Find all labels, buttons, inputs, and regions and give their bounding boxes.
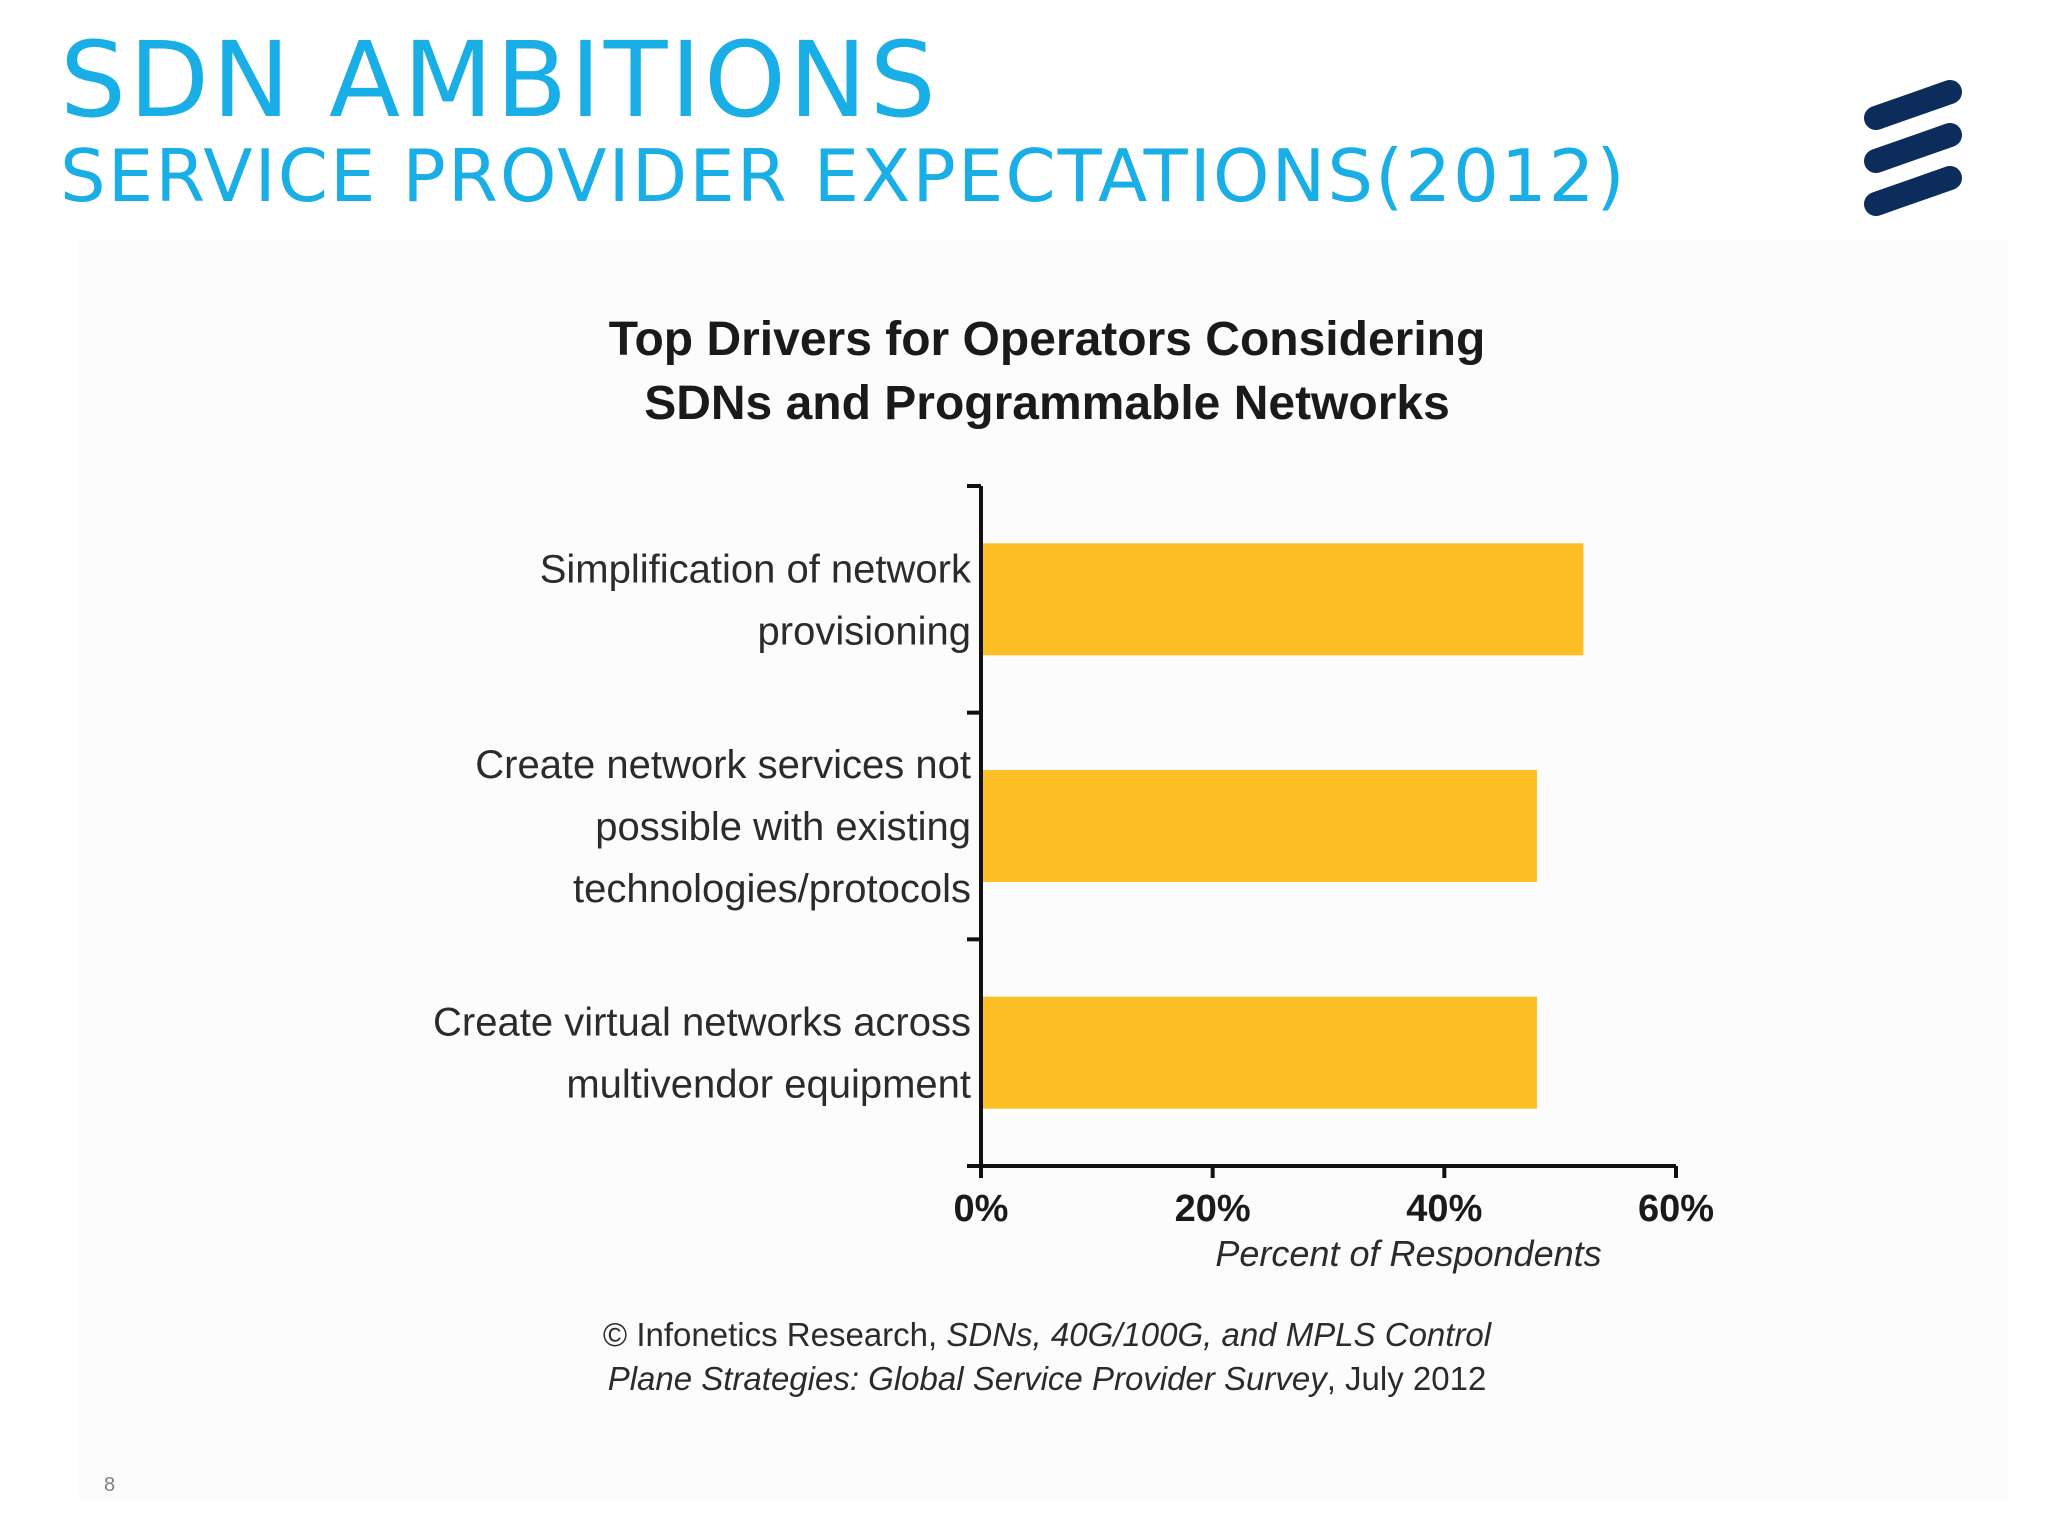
chart-title-line: SDNs and Programmable Networks xyxy=(644,377,1450,430)
category-label: possible with existing xyxy=(595,805,971,849)
chart-title-line: Top Drivers for Operators Considering xyxy=(609,313,1486,366)
slide-title: SDN AMBITIONS xyxy=(60,19,939,141)
bar xyxy=(981,996,1537,1109)
category-label: technologies/protocols xyxy=(573,867,971,911)
x-tick-label: 40% xyxy=(1406,1188,1482,1230)
x-tick-label: 60% xyxy=(1638,1188,1714,1230)
bar-chart: Top Drivers for Operators Considering SDN… xyxy=(433,313,1714,1397)
bar xyxy=(981,543,1584,656)
source-citation-segment: , July 2012 xyxy=(1327,1360,1487,1397)
category-label: provisioning xyxy=(758,609,971,653)
page-number: 8 xyxy=(104,1474,116,1496)
source-citation-segment: Plane Strategies: Global Service Provide… xyxy=(608,1360,1330,1397)
ericsson-logo-icon xyxy=(1864,80,1962,216)
x-tick-label: 0% xyxy=(954,1188,1009,1230)
bar xyxy=(981,770,1537,882)
source-citation-segment: © Infonetics Research, xyxy=(603,1316,946,1353)
source-citation-line: Plane Strategies: Global Service Provide… xyxy=(608,1360,1487,1397)
chart-panel: Top Drivers for Operators Considering SDN… xyxy=(78,240,2008,1500)
slide-subtitle: SERVICE PROVIDER EXPECTATIONS(2012) xyxy=(60,134,1627,218)
x-axis-label: Percent of Respondents xyxy=(1215,1233,1601,1274)
category-label: Simplification of network xyxy=(540,547,972,591)
category-label: Create virtual networks across xyxy=(433,1001,971,1045)
source-citation-line: © Infonetics Research, SDNs, 40G/100G, a… xyxy=(603,1316,1493,1353)
x-tick-label: 20% xyxy=(1175,1188,1251,1230)
category-label: multivendor equipment xyxy=(566,1063,971,1107)
category-label: Create network services not xyxy=(475,743,971,787)
source-citation-segment: SDNs, 40G/100G, and MPLS Control xyxy=(946,1316,1492,1353)
